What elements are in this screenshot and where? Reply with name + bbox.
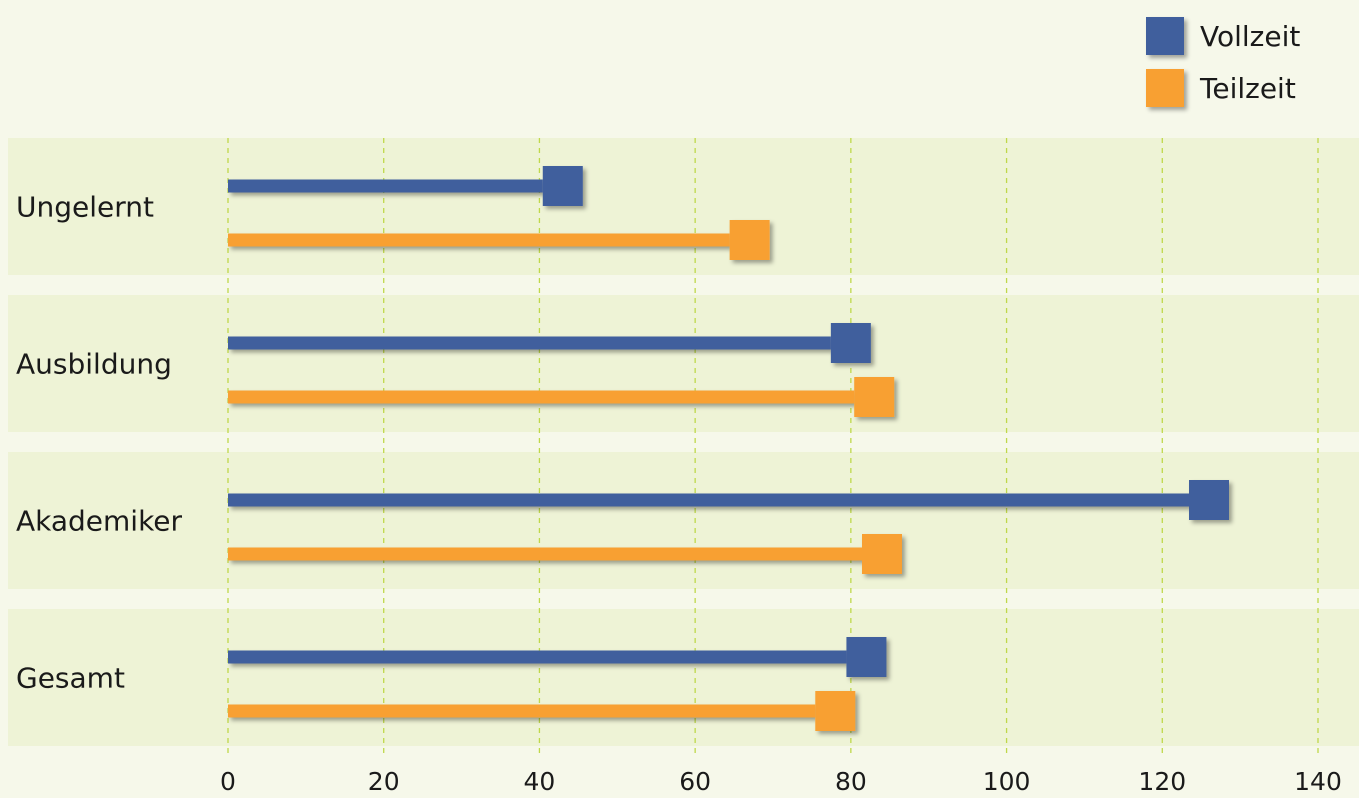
category-panel (8, 609, 1359, 746)
legend-swatch-teilzeit (1146, 69, 1184, 107)
bar-series (228, 166, 1229, 731)
category-label: Ungelernt (16, 191, 154, 224)
bar-teilzeit (228, 377, 895, 417)
bar-end-marker (729, 220, 770, 260)
bar-end-marker (1189, 480, 1229, 520)
bar-vollzeit (228, 323, 871, 363)
bar-vollzeit (228, 480, 1229, 520)
bar-end-marker (815, 691, 856, 731)
x-tick-label: 20 (368, 767, 400, 796)
x-tick-label: 100 (983, 767, 1031, 796)
bar-stem (228, 179, 543, 193)
bar-end-marker (854, 377, 895, 417)
bar-end-marker (542, 166, 583, 206)
bar-stem (228, 390, 855, 404)
x-axis-ticks: 0 20 40 60 80 100 120 140 (220, 767, 1342, 796)
category-label: Gesamt (16, 662, 125, 695)
legend-label: Vollzeit (1200, 20, 1300, 53)
bar-stem (228, 704, 816, 718)
legend-labels: Vollzeit Teilzeit (1199, 20, 1300, 105)
x-tick-label: 80 (835, 767, 867, 796)
bar-stem (228, 493, 1189, 507)
legend (1146, 17, 1184, 107)
bar-stem (228, 233, 730, 247)
bar-teilzeit (228, 534, 902, 574)
bar-end-marker (830, 323, 871, 363)
x-tick-label: 0 (220, 767, 236, 796)
category-panel (8, 295, 1359, 432)
category-panels (8, 138, 1359, 746)
bar-stem (228, 336, 831, 350)
bar-teilzeit (228, 691, 856, 731)
bar-vollzeit (228, 637, 887, 677)
x-tick-label: 40 (524, 767, 556, 796)
category-label: Akademiker (16, 505, 183, 538)
legend-swatch-vollzeit (1146, 17, 1184, 55)
bar-end-marker (862, 534, 902, 574)
bar-end-marker (846, 637, 887, 677)
bar-vollzeit (228, 166, 583, 206)
category-label: Ausbildung (16, 348, 172, 381)
x-tick-label: 120 (1138, 767, 1186, 796)
category-panel (8, 452, 1359, 589)
x-tick-label: 140 (1294, 767, 1342, 796)
category-labels: Ungelernt Ausbildung Akademiker Gesamt (16, 191, 183, 695)
bar-teilzeit (228, 220, 770, 260)
x-tick-label: 60 (679, 767, 711, 796)
category-panel (8, 138, 1359, 275)
bar-stem (228, 650, 847, 664)
bar-stem (228, 547, 862, 561)
legend-label: Teilzeit (1199, 72, 1296, 105)
